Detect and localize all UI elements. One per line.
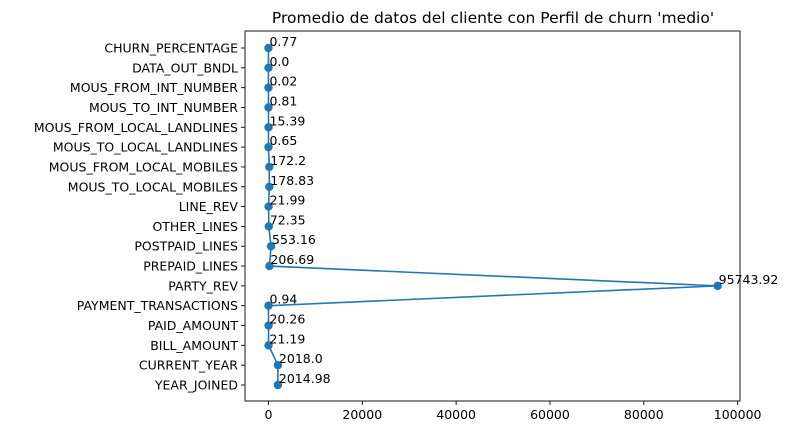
data-point bbox=[265, 162, 274, 172]
data-label: 172.2 bbox=[270, 153, 306, 168]
series bbox=[264, 43, 722, 390]
x-tick-label: 0 bbox=[264, 407, 272, 422]
y-tick-label: PAYMENT_TRANSACTIONS bbox=[77, 298, 238, 313]
data-point bbox=[264, 222, 273, 231]
x-tick-label: 20000 bbox=[342, 407, 382, 422]
data-label: 0.0 bbox=[269, 54, 289, 69]
data-point bbox=[264, 301, 273, 310]
y-tick-label: PARTY_REV bbox=[168, 278, 238, 293]
data-point bbox=[265, 261, 274, 271]
data-label: 21.99 bbox=[270, 193, 306, 208]
y-tick-label: MOUS_TO_LOCAL_MOBILES bbox=[68, 179, 238, 194]
chart-title: Promedio de datos del cliente con Perfil… bbox=[272, 9, 714, 27]
data-label: 20.26 bbox=[270, 312, 306, 327]
y-tick-label: OTHER_LINES bbox=[152, 219, 238, 234]
data-point bbox=[265, 182, 274, 191]
x-tick-label: 80000 bbox=[624, 407, 664, 422]
y-tick-label: POSTPAID_LINES bbox=[134, 239, 238, 254]
y-tick-label: PAID_AMOUNT bbox=[148, 318, 239, 333]
data-point bbox=[264, 123, 273, 132]
data-label: 553.16 bbox=[272, 232, 316, 247]
data-label: 2018.0 bbox=[279, 351, 323, 366]
y-tick-label: BILL_AMOUNT bbox=[150, 338, 238, 353]
y-tick-label: CURRENT_YEAR bbox=[139, 358, 238, 373]
data-point bbox=[264, 103, 273, 112]
data-label: 0.02 bbox=[269, 74, 297, 89]
data-point bbox=[273, 360, 283, 370]
x-tick-label: 60000 bbox=[530, 407, 570, 422]
data-point bbox=[273, 380, 283, 390]
data-label: 0.81 bbox=[269, 93, 297, 108]
data-label: 0.77 bbox=[269, 34, 297, 49]
data-label: 206.69 bbox=[270, 252, 314, 267]
data-point bbox=[264, 83, 273, 92]
y-tick-label: PREPAID_LINES bbox=[143, 259, 238, 274]
plot-frame bbox=[244, 30, 741, 402]
x-tick-label: 40000 bbox=[436, 407, 476, 422]
y-tick-label: MOUS_FROM_INT_NUMBER bbox=[70, 80, 238, 95]
data-point bbox=[264, 63, 273, 73]
data-label: 0.65 bbox=[269, 133, 297, 148]
data-point bbox=[264, 341, 273, 350]
data-labels: 0.77 0.0 0.02 0.81 15.39 0.65 172.2 178.83 21.99… bbox=[269, 34, 778, 386]
y-tick-label: YEAR_JOINED bbox=[154, 378, 238, 393]
data-label: 21.19 bbox=[270, 331, 306, 346]
y-tick-label: MOUS_TO_LOCAL_LANDLINES bbox=[53, 140, 238, 155]
data-point bbox=[264, 202, 273, 211]
axes: 0 20000 40000 60000 80000 100000 CHURN_PERCENT… bbox=[34, 30, 762, 422]
data-label: 2014.98 bbox=[279, 371, 331, 386]
y-tick-label: MOUS_TO_INT_NUMBER bbox=[89, 100, 238, 115]
data-point bbox=[713, 281, 722, 291]
y-tick-label: LINE_REV bbox=[179, 199, 239, 214]
x-tick-label: 100000 bbox=[714, 407, 762, 422]
data-label: 0.94 bbox=[269, 292, 297, 307]
y-tick-label: DATA_OUT_BNDL bbox=[132, 60, 238, 75]
data-label: 178.83 bbox=[270, 173, 314, 188]
data-point bbox=[264, 43, 273, 53]
y-tick-label: MOUS_FROM_LOCAL_MOBILES bbox=[49, 159, 238, 174]
data-point bbox=[264, 142, 273, 152]
data-point bbox=[264, 321, 273, 330]
series-line bbox=[267, 48, 718, 386]
data-label: 15.39 bbox=[270, 113, 306, 128]
data-label: 72.35 bbox=[270, 212, 306, 227]
y-tick-label: MOUS_FROM_LOCAL_LANDLINES bbox=[34, 120, 238, 135]
y-tick-label: CHURN_PERCENTAGE bbox=[104, 41, 238, 56]
data-point bbox=[266, 242, 276, 251]
data-label: 95743.92 bbox=[719, 272, 779, 287]
